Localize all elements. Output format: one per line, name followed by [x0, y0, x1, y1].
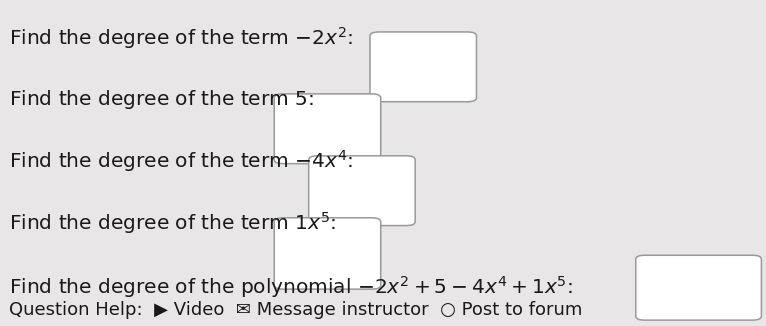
Text: Find the degree of the term $1x^5$:: Find the degree of the term $1x^5$: [9, 210, 336, 236]
Text: Find the degree of the polynomial $-2x^2 + 5 - 4x^4 + 1x^5$:: Find the degree of the polynomial $-2x^2… [9, 274, 573, 301]
FancyBboxPatch shape [370, 32, 476, 102]
FancyBboxPatch shape [274, 94, 381, 164]
Text: Find the degree of the term $-4x^4$:: Find the degree of the term $-4x^4$: [9, 148, 353, 174]
Text: Find the degree of the term $5$:: Find the degree of the term $5$: [9, 88, 314, 111]
FancyBboxPatch shape [309, 156, 415, 226]
Text: Find the degree of the term $-2x^2$:: Find the degree of the term $-2x^2$: [9, 25, 353, 52]
FancyBboxPatch shape [274, 218, 381, 289]
Text: Question Help:  ▶ Video  ✉ Message instructor  ○ Post to forum: Question Help: ▶ Video ✉ Message instruc… [9, 301, 583, 319]
FancyBboxPatch shape [636, 255, 761, 320]
